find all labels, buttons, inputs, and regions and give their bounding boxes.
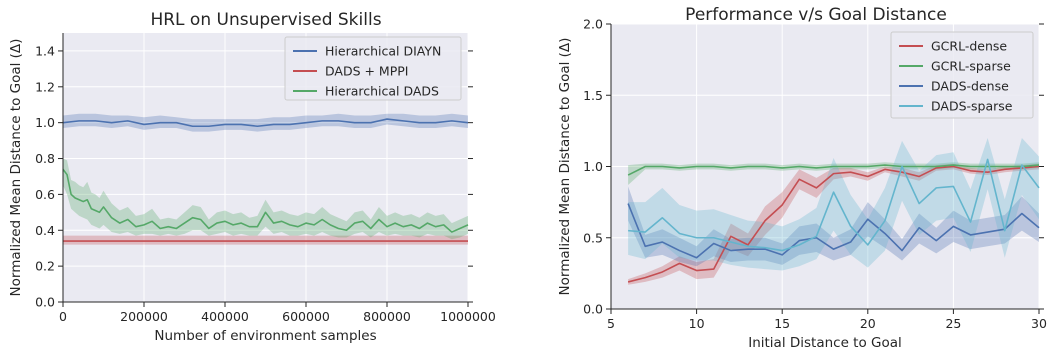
series-line [628, 158, 1040, 252]
x-tick-label: 5 [607, 316, 615, 331]
x-tick-label: 10 [689, 316, 705, 331]
legend-box [890, 31, 1034, 119]
series-band [63, 235, 468, 245]
series-band [628, 163, 1039, 285]
legend-label: DADS-sparse [931, 99, 1013, 114]
x-axis-label: Initial Distance to Goal [748, 335, 902, 351]
y-tick-label: 0.8 [35, 151, 55, 166]
series-line [62, 168, 469, 233]
series-band [63, 158, 468, 240]
y-tick-label: 1.0 [35, 115, 55, 130]
y-tick-label: 0.0 [583, 302, 603, 317]
x-tick-label: 200000 [120, 309, 168, 324]
series-band [628, 186, 1039, 267]
x-tick-label: 600000 [282, 309, 330, 324]
legend-box [284, 36, 462, 101]
legend-label: GCRL-sparse [931, 59, 1011, 74]
y-tick-label: 1.2 [35, 79, 55, 94]
y-tick-label: 0.4 [35, 223, 55, 238]
series-line [62, 118, 469, 128]
x-tick-label: 400000 [201, 309, 249, 324]
legend-label: DADS-dense [931, 79, 1009, 94]
x-tick-label: 1000000 [440, 309, 496, 324]
y-axis-label: Normalized Mean Distance to Goal (Δ) [557, 38, 573, 296]
y-tick-label: 0.6 [35, 187, 55, 202]
x-tick-label: 25 [945, 316, 961, 331]
y-tick-label: 0.2 [35, 259, 55, 274]
series-line [627, 165, 1040, 283]
x-tick-label: 30 [1031, 316, 1047, 331]
legend-label: Hierarchical DADS [325, 84, 439, 99]
y-tick-label: 0.5 [583, 230, 603, 245]
x-axis-label: Number of environment samples [154, 328, 376, 344]
x-tick-label: 0 [59, 309, 67, 324]
y-tick-label: 1.5 [583, 88, 603, 103]
chart-title: HRL on Unsupervised Skills [150, 10, 381, 30]
y-tick-label: 1.4 [35, 43, 55, 58]
legend-label: Hierarchical DIAYN [325, 44, 441, 59]
y-tick-label: 1.0 [583, 159, 603, 174]
legend-label: GCRL-dense [931, 39, 1007, 54]
panel-performance-vs-goal-distance: 5 10 15 20 25 30 0.0 0.5 1.0 1.5 2.0 Performance v/… [557, 5, 1047, 351]
y-tick-label: 2.0 [583, 17, 603, 32]
legend-label: DADS + MPPI [325, 64, 408, 79]
series-band [63, 113, 468, 132]
panel-hrl-unsupervised-skills: 0 200000 400000 600000 800000 1000000 0.0 0.2 0.… [8, 10, 496, 344]
y-tick-label: 0.0 [35, 295, 55, 310]
series-line [627, 203, 1040, 259]
y-axis-label: Normalized Mean Distance to Goal (Δ) [8, 39, 24, 297]
x-tick-label: 15 [774, 316, 790, 331]
chart-title: Performance v/s Goal Distance [685, 5, 947, 25]
x-tick-label: 800000 [363, 309, 411, 324]
x-tick-label: 20 [860, 316, 876, 331]
series-line [627, 164, 1040, 176]
